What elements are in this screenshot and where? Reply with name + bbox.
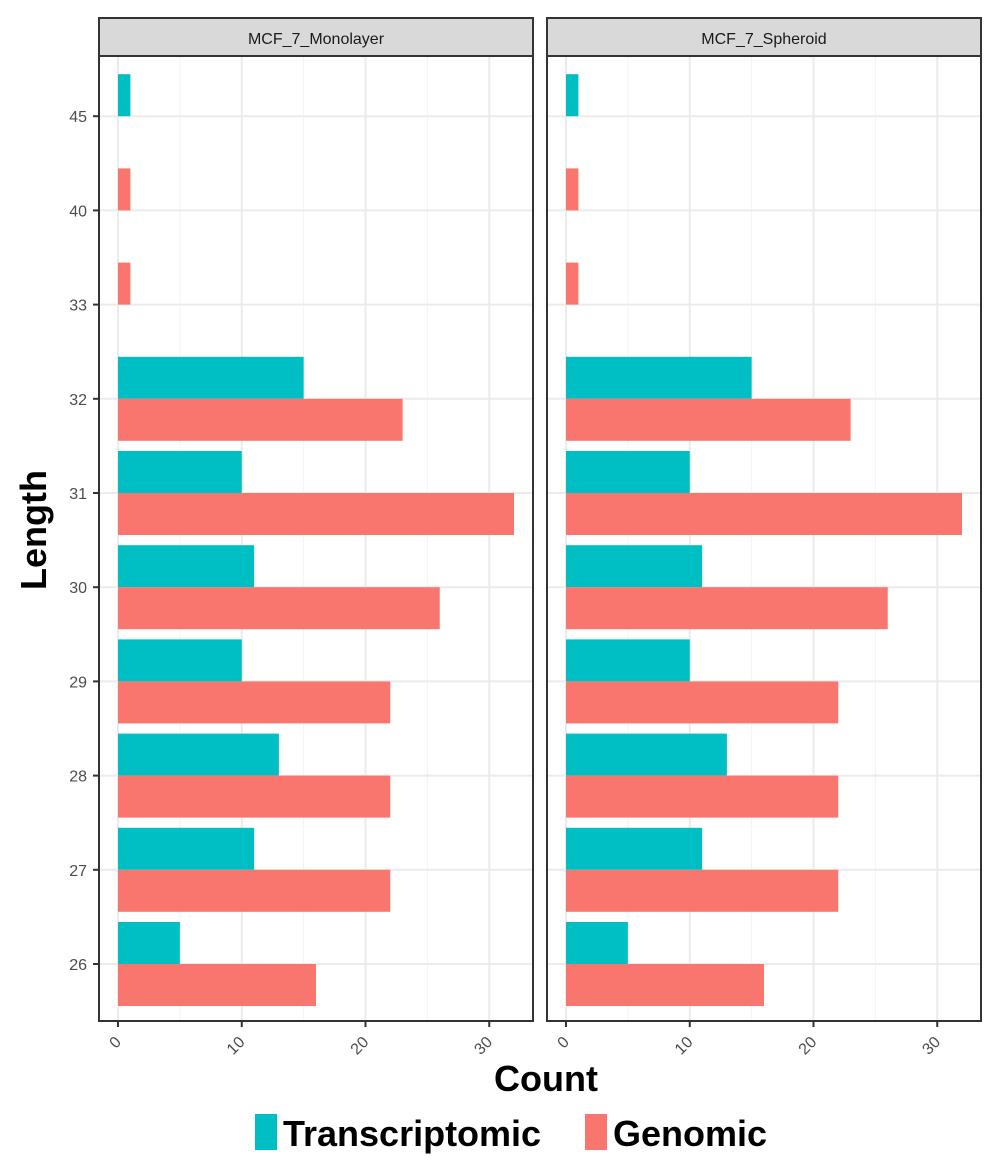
bar-genomic-26	[118, 964, 316, 1006]
bar-transcriptomic-31	[566, 451, 690, 493]
bar-genomic-27	[566, 869, 839, 912]
bar-transcriptomic-30	[118, 545, 255, 588]
bar-genomic-40	[118, 168, 131, 211]
legend-key-genomic	[585, 1114, 607, 1150]
bar-genomic-27	[118, 869, 391, 912]
x-tick-label: 30	[471, 1034, 496, 1059]
y-tick-label: 32	[69, 392, 87, 409]
y-axis-title: Length	[13, 470, 54, 590]
x-tick-label: 10	[224, 1034, 249, 1059]
legend-label-genomic: Genomic	[613, 1113, 767, 1154]
bar-genomic-30	[566, 587, 888, 630]
y-tick-label: 40	[69, 203, 87, 220]
x-tick-label: 20	[796, 1034, 821, 1059]
y-tick-label: 33	[69, 298, 87, 315]
bar-transcriptomic-32	[118, 356, 304, 399]
facet-strip-label: MCF_7_Monolayer	[248, 31, 385, 48]
bar-genomic-29	[566, 681, 839, 724]
bar-transcriptomic-30	[566, 545, 703, 588]
legend-key-transcriptomic	[255, 1114, 277, 1150]
bar-genomic-28	[118, 775, 391, 818]
bar-genomic-32	[118, 398, 403, 441]
y-tick-label: 31	[69, 486, 87, 503]
facet-strip-label: MCF_7_Spheroid	[701, 31, 826, 48]
y-tick-label: 30	[69, 580, 87, 597]
bar-transcriptomic-29	[118, 639, 242, 682]
x-tick-label: 0	[107, 1034, 125, 1052]
bar-transcriptomic-28	[118, 733, 279, 776]
bar-genomic-29	[118, 681, 391, 724]
legend-label-transcriptomic: Transcriptomic	[283, 1113, 541, 1154]
bar-transcriptomic-28	[566, 733, 727, 776]
bar-genomic-33	[566, 262, 579, 305]
x-axis-title: Count	[494, 1058, 598, 1099]
bar-transcriptomic-32	[566, 356, 752, 399]
x-tick-label: 20	[348, 1034, 373, 1059]
bar-genomic-31	[118, 493, 514, 535]
bar-genomic-32	[566, 398, 851, 441]
y-tick-label: 28	[69, 769, 87, 786]
x-tick-label: 30	[919, 1034, 944, 1059]
bar-transcriptomic-27	[118, 827, 255, 870]
bar-genomic-28	[566, 775, 839, 818]
bar-genomic-40	[566, 168, 579, 211]
facet-strip-0	[98, 17, 534, 57]
bar-transcriptomic-31	[118, 451, 242, 493]
bar-transcriptomic-45	[118, 74, 131, 117]
bar-transcriptomic-26	[566, 922, 628, 964]
bar-genomic-30	[118, 587, 440, 630]
y-tick-label: 45	[69, 109, 87, 126]
bar-transcriptomic-45	[566, 74, 579, 117]
y-tick-label: 26	[69, 957, 87, 974]
facet-strip-1	[546, 17, 982, 57]
bar-transcriptomic-29	[566, 639, 690, 682]
y-tick-label: 29	[69, 674, 87, 691]
x-tick-label: 0	[555, 1034, 573, 1052]
bar-genomic-31	[566, 493, 962, 535]
bar-genomic-26	[566, 964, 764, 1006]
x-tick-label: 10	[672, 1034, 697, 1059]
bar-transcriptomic-26	[118, 922, 180, 964]
bar-transcriptomic-27	[566, 827, 703, 870]
bar-genomic-33	[118, 262, 131, 305]
y-tick-label: 27	[69, 863, 87, 880]
